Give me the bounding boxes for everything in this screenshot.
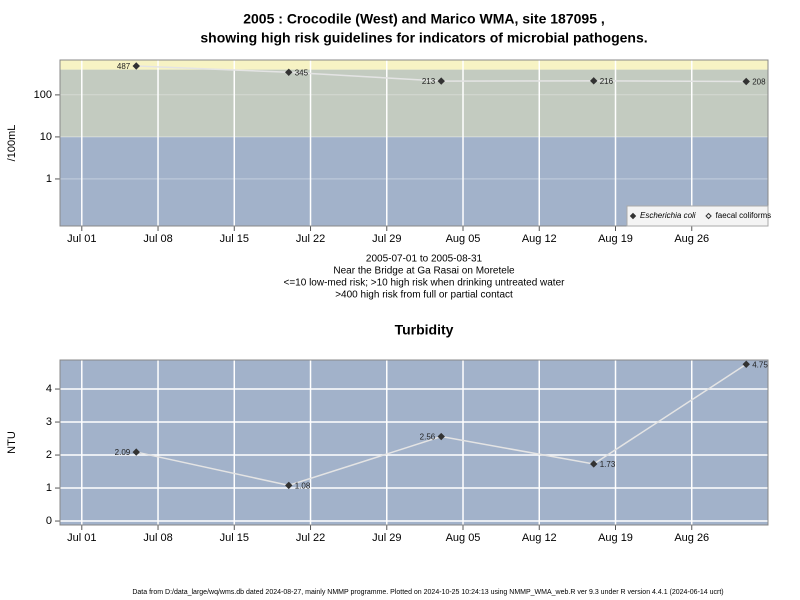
- x-tick-label: Aug 26: [674, 233, 709, 245]
- x-tick-label: Jul 22: [296, 233, 325, 245]
- y-tick-label: 1: [46, 482, 52, 494]
- data-point: [132, 448, 140, 456]
- note: Near the Bridge at Ga Rasai on Moretele: [333, 266, 515, 277]
- plot-background: [60, 360, 768, 525]
- x-tick-label: Jul 01: [67, 532, 96, 544]
- value-label: 2.09: [115, 448, 131, 457]
- legend-marker: [705, 212, 712, 220]
- legend-label: faecal coliforms: [716, 211, 772, 220]
- x-tick-label: Jul 08: [143, 532, 172, 544]
- value-label: 2.56: [420, 433, 436, 442]
- y-tick-label: 0: [46, 515, 52, 527]
- x-tick-label: Aug 19: [598, 532, 633, 544]
- data-point: [437, 77, 445, 85]
- value-label: 216: [600, 77, 614, 86]
- legend: Escherichia coli faecal coliforms: [626, 205, 772, 227]
- chart-title: 2005 : Crocodile (West) and Marico WMA, …: [243, 11, 605, 27]
- x-tick-label: Jul 15: [220, 233, 249, 245]
- data-point: [742, 360, 750, 368]
- y-tick-label: 1: [46, 173, 52, 185]
- legend-box: [626, 205, 769, 227]
- y-tick-label: 4: [46, 383, 52, 395]
- plot-frame: [59, 59, 769, 227]
- data-point: [590, 460, 598, 468]
- x-tick-label: Aug 19: [598, 233, 633, 245]
- value-label: 1.08: [295, 482, 311, 491]
- value-label: 208: [752, 78, 766, 87]
- x-tick-label: Jul 29: [372, 233, 401, 245]
- data-point: [742, 77, 750, 86]
- data-point: [285, 68, 293, 76]
- y-tick-label: 100: [34, 89, 52, 101]
- value-label: 4.75: [752, 360, 768, 369]
- legend-label: Escherichia coli: [640, 211, 696, 220]
- x-tick-label: Jul 01: [67, 233, 96, 245]
- x-tick-label: Aug 12: [522, 532, 557, 544]
- x-tick-label: Aug 26: [674, 532, 709, 544]
- x-tick-label: Jul 22: [296, 532, 325, 544]
- note: <=10 low-med risk; >10 high risk when dr…: [284, 278, 566, 289]
- data-point: [132, 62, 140, 70]
- value-label: 345: [295, 68, 309, 77]
- x-tick-label: Aug 12: [522, 233, 557, 245]
- note: 2005-07-01 to 2005-08-31: [366, 254, 483, 265]
- risk-band: [60, 60, 768, 70]
- y-axis-label: /100mL: [6, 125, 18, 162]
- chart-title: showing high risk guidelines for indicat…: [200, 30, 647, 46]
- x-tick-label: Jul 15: [220, 532, 249, 544]
- y-tick-label: 2: [46, 449, 52, 461]
- y-axis-label: NTU: [6, 431, 18, 454]
- note: >400 high risk from full or partial cont…: [335, 290, 513, 301]
- plot-frame: [59, 359, 769, 526]
- y-tick-label: 3: [46, 416, 52, 428]
- footer: Data from D:/data_large/wq/wms.db dated …: [132, 589, 723, 596]
- legend-marker: [629, 212, 637, 220]
- data-point: [285, 481, 293, 490]
- value-label: 487: [117, 62, 131, 71]
- data-point: [590, 77, 598, 85]
- y-tick-label: 10: [40, 131, 52, 143]
- x-tick-label: Aug 05: [446, 233, 481, 245]
- x-tick-label: Aug 05: [446, 532, 481, 544]
- data-point: [437, 432, 445, 441]
- x-tick-label: Jul 08: [143, 233, 172, 245]
- value-label: 213: [422, 77, 436, 86]
- chart-title: Turbidity: [395, 322, 454, 338]
- x-tick-label: Jul 29: [372, 532, 401, 544]
- value-label: 1.73: [600, 460, 616, 469]
